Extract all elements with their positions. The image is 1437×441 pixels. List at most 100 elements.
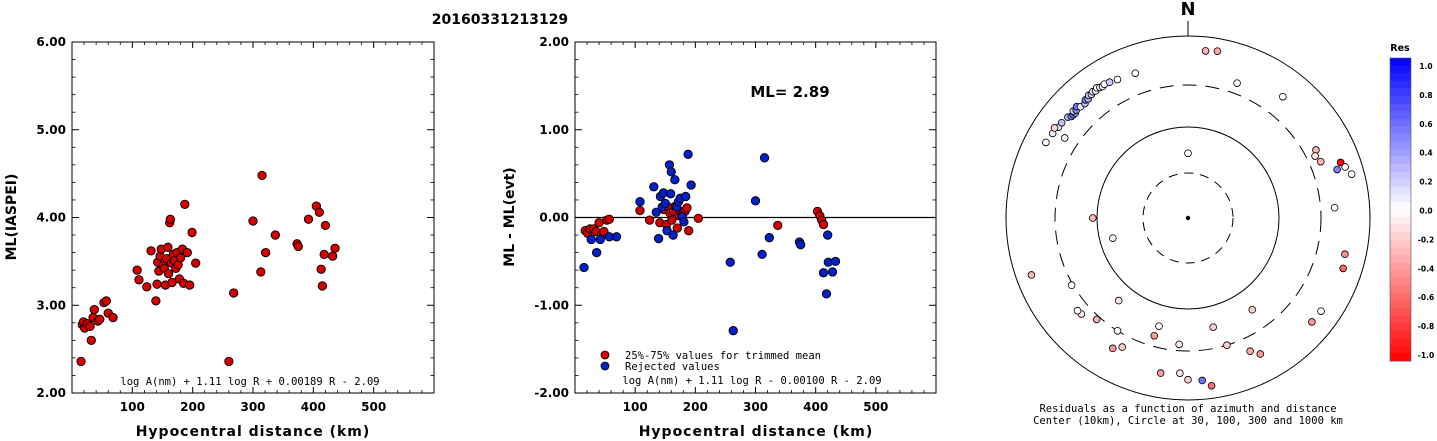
- data-point: [151, 296, 161, 306]
- station-point: [1311, 152, 1319, 160]
- station-point: [1316, 157, 1325, 166]
- data-point-rejected: [757, 249, 767, 260]
- x-tick-labels: 100 200 300 400 500: [623, 400, 889, 414]
- colorbar-tick-label: 1.0: [1419, 62, 1432, 71]
- ring-30km: [1142, 172, 1234, 264]
- data-point-rejected: [635, 197, 645, 207]
- colorbar-tick-label: 0.2: [1419, 178, 1432, 187]
- colorbar-segment: [1390, 323, 1411, 332]
- data-point: [95, 314, 105, 324]
- axis-ticks: [575, 41, 936, 394]
- colorbar-tick-label: 0.8: [1419, 91, 1432, 100]
- data-point-rejected: [579, 262, 589, 273]
- data-point: [134, 275, 144, 285]
- map-caption-line2: Center (10km), Circle at 30, 100, 300 an…: [1033, 415, 1343, 427]
- station-point: [1256, 350, 1265, 358]
- station-point: [1060, 134, 1069, 142]
- station-point: [1330, 203, 1339, 212]
- y-tick-label: 6.00: [36, 35, 66, 49]
- data-points: [579, 149, 841, 336]
- colorbar-segment: [1390, 217, 1411, 226]
- station-point: [1073, 306, 1082, 315]
- colorbar-segment: [1390, 307, 1411, 316]
- data-point: [319, 249, 329, 260]
- y-tick-label: 2.00: [539, 35, 569, 49]
- colorbar-tick-label: 0.0: [1419, 207, 1432, 216]
- data-point-rejected: [823, 230, 833, 240]
- colorbar-segment: [1390, 239, 1411, 248]
- y-tick-label: 4.00: [36, 211, 66, 225]
- colorbar-frame: [1389, 57, 1412, 362]
- data-point: [316, 264, 326, 274]
- x-tick-label: 100: [623, 400, 648, 414]
- colorbar-segment: [1390, 118, 1411, 127]
- station-point: [1339, 264, 1347, 273]
- station-point: [1209, 323, 1217, 331]
- station-point: [1131, 69, 1140, 78]
- data-point-trimmed: [594, 218, 604, 228]
- colorbar-segment: [1390, 133, 1411, 142]
- colorbar-segment: [1390, 164, 1411, 173]
- north-label: N: [1180, 0, 1195, 20]
- legend-label-trimmed: 25%-75% values for trimmed mean: [625, 350, 821, 362]
- colorbar-segment: [1390, 58, 1411, 66]
- data-point-rejected: [821, 289, 832, 299]
- data-point: [76, 356, 86, 367]
- data-point: [85, 321, 95, 331]
- colorbar-segment: [1390, 345, 1411, 354]
- data-point-rejected: [764, 233, 774, 243]
- station-point: [1113, 75, 1122, 84]
- colorbar-segment: [1390, 277, 1411, 286]
- data-point-trimmed: [667, 215, 677, 225]
- station-point: [1118, 343, 1127, 351]
- data-point: [257, 170, 267, 181]
- station-point: [1089, 214, 1097, 222]
- station-point: [1201, 47, 1210, 55]
- colorbar-segment: [1390, 88, 1411, 97]
- colorbar-tick-label: 0.4: [1419, 149, 1432, 158]
- station-point: [1042, 138, 1050, 147]
- data-point: [101, 296, 112, 306]
- x-tick-labels: 100 200 300 400 500: [120, 400, 386, 414]
- data-points: [76, 170, 340, 367]
- figure-title: 20160331213129: [432, 12, 568, 28]
- station-point: [1176, 369, 1184, 377]
- axis-ticks: [72, 41, 434, 394]
- station-point: [1184, 149, 1192, 158]
- data-point-rejected: [666, 167, 676, 177]
- data-point: [314, 207, 325, 217]
- x-tick-label: 300: [743, 400, 768, 414]
- data-point: [248, 216, 258, 226]
- station-points: [1027, 47, 1356, 390]
- station-point: [1223, 341, 1231, 349]
- data-point-trimmed: [684, 226, 694, 236]
- x-tick-label: 200: [180, 400, 205, 414]
- ring-300km: [1054, 84, 1322, 352]
- formula-label: log A(nm) + 1.11 log R - 0.00100 R - 2.0…: [622, 375, 881, 387]
- colorbar-segment: [1390, 224, 1411, 233]
- station-point: [1092, 315, 1101, 324]
- data-point: [191, 258, 201, 268]
- data-point: [132, 265, 142, 275]
- station-point: [1155, 322, 1163, 330]
- y-tick-label: 5.00: [36, 123, 66, 137]
- data-point: [320, 220, 331, 231]
- colorbar-segment: [1390, 353, 1411, 362]
- data-point-rejected: [611, 232, 622, 242]
- data-point-rejected: [725, 257, 735, 267]
- data-point: [108, 312, 118, 323]
- data-point: [182, 247, 192, 258]
- station-point: [1207, 381, 1216, 390]
- y-tick-label: 3.00: [36, 298, 66, 312]
- colorbar-segment: [1390, 247, 1411, 256]
- y-tick-labels: 2.00 3.00 4.00 5.00 6.00: [36, 35, 66, 400]
- legend-label-rejected: Rejected values: [625, 361, 720, 373]
- colorbar-segment: [1390, 254, 1411, 263]
- station-point: [1198, 376, 1207, 385]
- colorbar-segment: [1390, 201, 1411, 210]
- data-point: [229, 288, 239, 298]
- data-point: [327, 251, 338, 261]
- colorbar-segment: [1390, 285, 1411, 294]
- data-point: [224, 356, 234, 367]
